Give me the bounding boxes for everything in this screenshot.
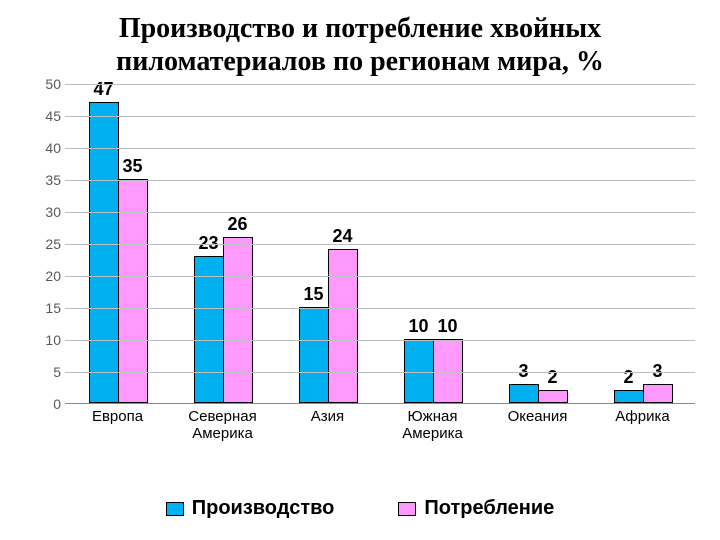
data-label: 2 — [536, 367, 570, 388]
y-axis: 05101520253035404550 — [25, 84, 65, 404]
y-tick-label: 30 — [25, 204, 61, 220]
legend-label-consumption: Потребление — [424, 497, 554, 520]
bar-chart: 05101520253035404550 4735232615241010322… — [25, 84, 695, 444]
y-tick-label: 15 — [25, 300, 61, 316]
bar-consumption — [433, 339, 463, 403]
gridline — [65, 340, 695, 341]
bar-production — [614, 390, 644, 403]
gridline — [65, 212, 695, 213]
legend-item-consumption: Потребление — [398, 497, 554, 520]
y-tick-label: 10 — [25, 332, 61, 348]
x-axis-label: Европа — [65, 406, 170, 443]
y-tick-label: 25 — [25, 236, 61, 252]
bar-consumption — [538, 390, 568, 403]
y-tick-label: 20 — [25, 268, 61, 284]
bar-consumption — [223, 237, 253, 403]
y-tick-label: 35 — [25, 172, 61, 188]
gridline — [65, 244, 695, 245]
gridline — [65, 180, 695, 181]
legend: Производство Потребление — [0, 497, 720, 520]
chart-title: Производство и потребление хвойных пилом… — [24, 12, 696, 78]
bar-production — [404, 339, 434, 403]
data-label: 35 — [116, 156, 150, 177]
legend-swatch-consumption — [398, 502, 416, 516]
gridline — [65, 148, 695, 149]
y-tick-label: 5 — [25, 364, 61, 380]
data-label: 10 — [431, 316, 465, 337]
x-axis-label: ЮжнаяАмерика — [380, 406, 485, 443]
x-axis-label: СевернаяАмерика — [170, 406, 275, 443]
legend-swatch-production — [166, 502, 184, 516]
gridline — [65, 84, 695, 85]
y-tick-label: 0 — [25, 396, 61, 412]
plot-area: 47352326152410103223 — [65, 84, 695, 404]
bar-production — [194, 256, 224, 403]
legend-item-production: Производство — [166, 497, 335, 520]
legend-label-production: Производство — [192, 497, 335, 520]
gridline — [65, 276, 695, 277]
x-axis-label: Азия — [275, 406, 380, 443]
x-axis-label: Африка — [590, 406, 695, 443]
bar-consumption — [643, 384, 673, 403]
y-tick-label: 45 — [25, 108, 61, 124]
gridline — [65, 116, 695, 117]
x-axis-labels: ЕвропаСевернаяАмерикаАзияЮжнаяАмерикаОке… — [65, 406, 695, 443]
bar-production — [299, 307, 329, 403]
y-tick-label: 40 — [25, 140, 61, 156]
data-label: 15 — [297, 284, 331, 305]
gridline — [65, 308, 695, 309]
x-axis-label: Океания — [485, 406, 590, 443]
gridline — [65, 372, 695, 373]
bar-production — [509, 384, 539, 403]
data-label: 26 — [221, 214, 255, 235]
data-label: 47 — [87, 79, 121, 100]
y-tick-label: 50 — [25, 76, 61, 92]
bar-consumption — [328, 249, 358, 403]
